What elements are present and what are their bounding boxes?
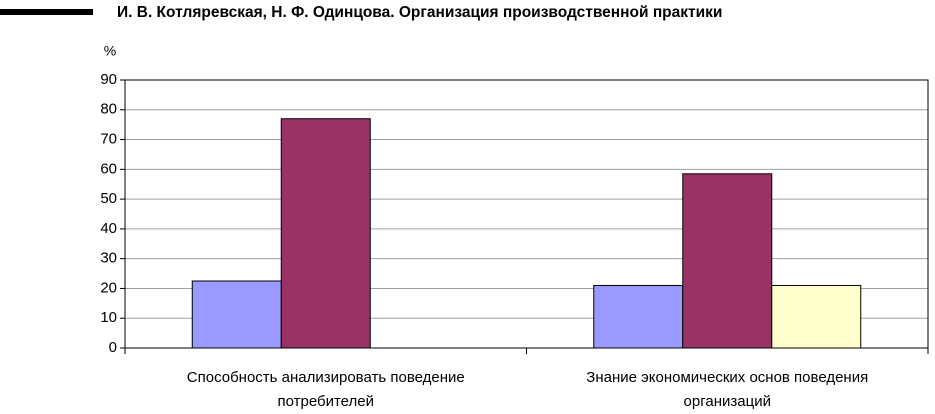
y-tick-label: 30: [100, 250, 117, 267]
y-axis-label: %: [104, 43, 116, 59]
bar: [191, 280, 282, 349]
bar: [280, 118, 371, 349]
bar: [593, 284, 684, 349]
y-tick-label: 40: [100, 220, 117, 237]
y-tick-label: 70: [100, 131, 117, 148]
header-title: И. В. Котляревская, Н. Ф. Одинцова. Орга…: [117, 4, 722, 21]
y-tick-label: 20: [100, 279, 117, 296]
x-tick-label: Знание экономических основ поведения орг…: [586, 369, 869, 410]
y-tick-label: 10: [100, 309, 117, 326]
bar: [682, 173, 773, 349]
header-rule: [0, 9, 93, 15]
y-tick-label: 0: [109, 339, 117, 356]
bar: [771, 284, 862, 349]
x-tick-label: Способность анализировать поведение потр…: [186, 369, 465, 410]
y-tick-label: 90: [100, 71, 117, 88]
y-tick-label: 50: [100, 190, 117, 207]
y-tick-label: 60: [100, 160, 117, 177]
y-tick-label: 80: [100, 101, 117, 118]
